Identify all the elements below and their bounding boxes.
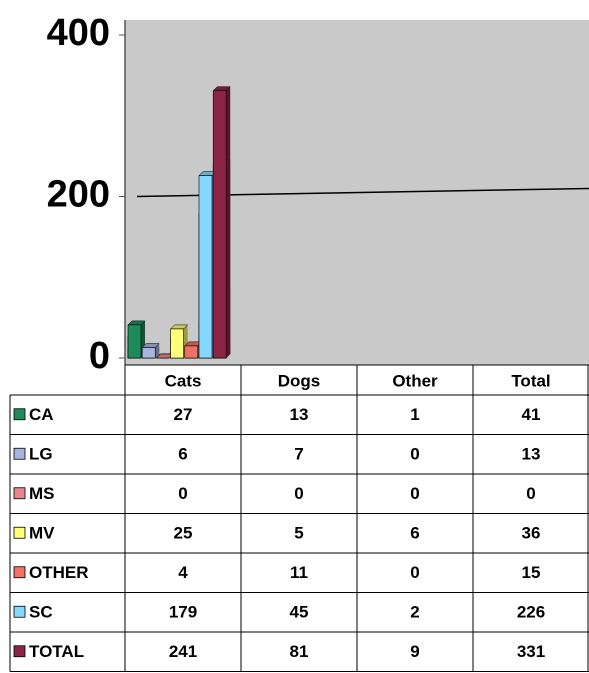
legend-swatch: [13, 526, 26, 539]
table-value: 81: [290, 642, 309, 661]
legend-label: TOTAL: [29, 642, 84, 661]
legend-swatch: [13, 487, 26, 500]
table-value: 13: [522, 445, 541, 464]
legend-swatch: [13, 645, 26, 658]
bar: [212, 90, 227, 359]
legend-label: LG: [29, 445, 53, 464]
table-value: 11: [290, 563, 308, 582]
bar-side: [155, 343, 160, 358]
legend-swatch: [13, 447, 26, 460]
legend-label: MV: [29, 524, 55, 543]
table-value: 2: [410, 603, 419, 622]
table-value: 226: [517, 603, 545, 622]
legend-label: MS: [29, 484, 55, 503]
legend-label: SC: [29, 603, 53, 622]
table-value: 9: [410, 642, 419, 661]
table-value: 27: [174, 405, 193, 424]
table-value: 4: [178, 563, 188, 582]
table-value: 0: [526, 484, 535, 503]
table-value: 6: [410, 524, 419, 543]
table-value: 5: [294, 524, 303, 543]
table-value: 45: [290, 603, 309, 622]
table-value: 0: [410, 445, 419, 464]
x-tick-label: Cats: [165, 371, 202, 390]
table-value: 1: [410, 405, 419, 424]
x-tick-label: Total: [511, 371, 550, 390]
table-value: 241: [169, 642, 197, 661]
table-value: 6: [178, 445, 187, 464]
table-value: 7: [294, 445, 303, 464]
table-value: 41: [522, 405, 541, 424]
table-value: 0: [294, 484, 303, 503]
bar: [184, 345, 199, 359]
table-value: 331: [517, 642, 545, 661]
bar: [141, 347, 156, 359]
table-value: 25: [174, 524, 193, 543]
x-tick-label: Dogs: [278, 371, 321, 390]
bar-side: [226, 86, 231, 358]
table-value: 15: [522, 563, 541, 582]
table-value: 13: [290, 405, 309, 424]
x-tick-label: Other: [392, 371, 438, 390]
legend-label: OTHER: [29, 563, 89, 582]
table-value: 36: [522, 524, 541, 543]
table-value: 0: [410, 484, 419, 503]
y-tick-label: 400: [47, 12, 110, 54]
legend-label: CA: [29, 405, 54, 424]
legend-swatch: [13, 566, 26, 579]
legend-swatch: [13, 408, 26, 421]
y-tick-label: 200: [47, 174, 110, 216]
y-tick-label: 0: [89, 335, 110, 377]
table-value: 0: [178, 484, 187, 503]
bar: [170, 328, 184, 359]
legend-swatch: [13, 605, 26, 618]
bar: [127, 324, 142, 359]
table-value: 0: [410, 563, 419, 582]
bar: [198, 175, 213, 359]
table-value: 179: [169, 603, 197, 622]
